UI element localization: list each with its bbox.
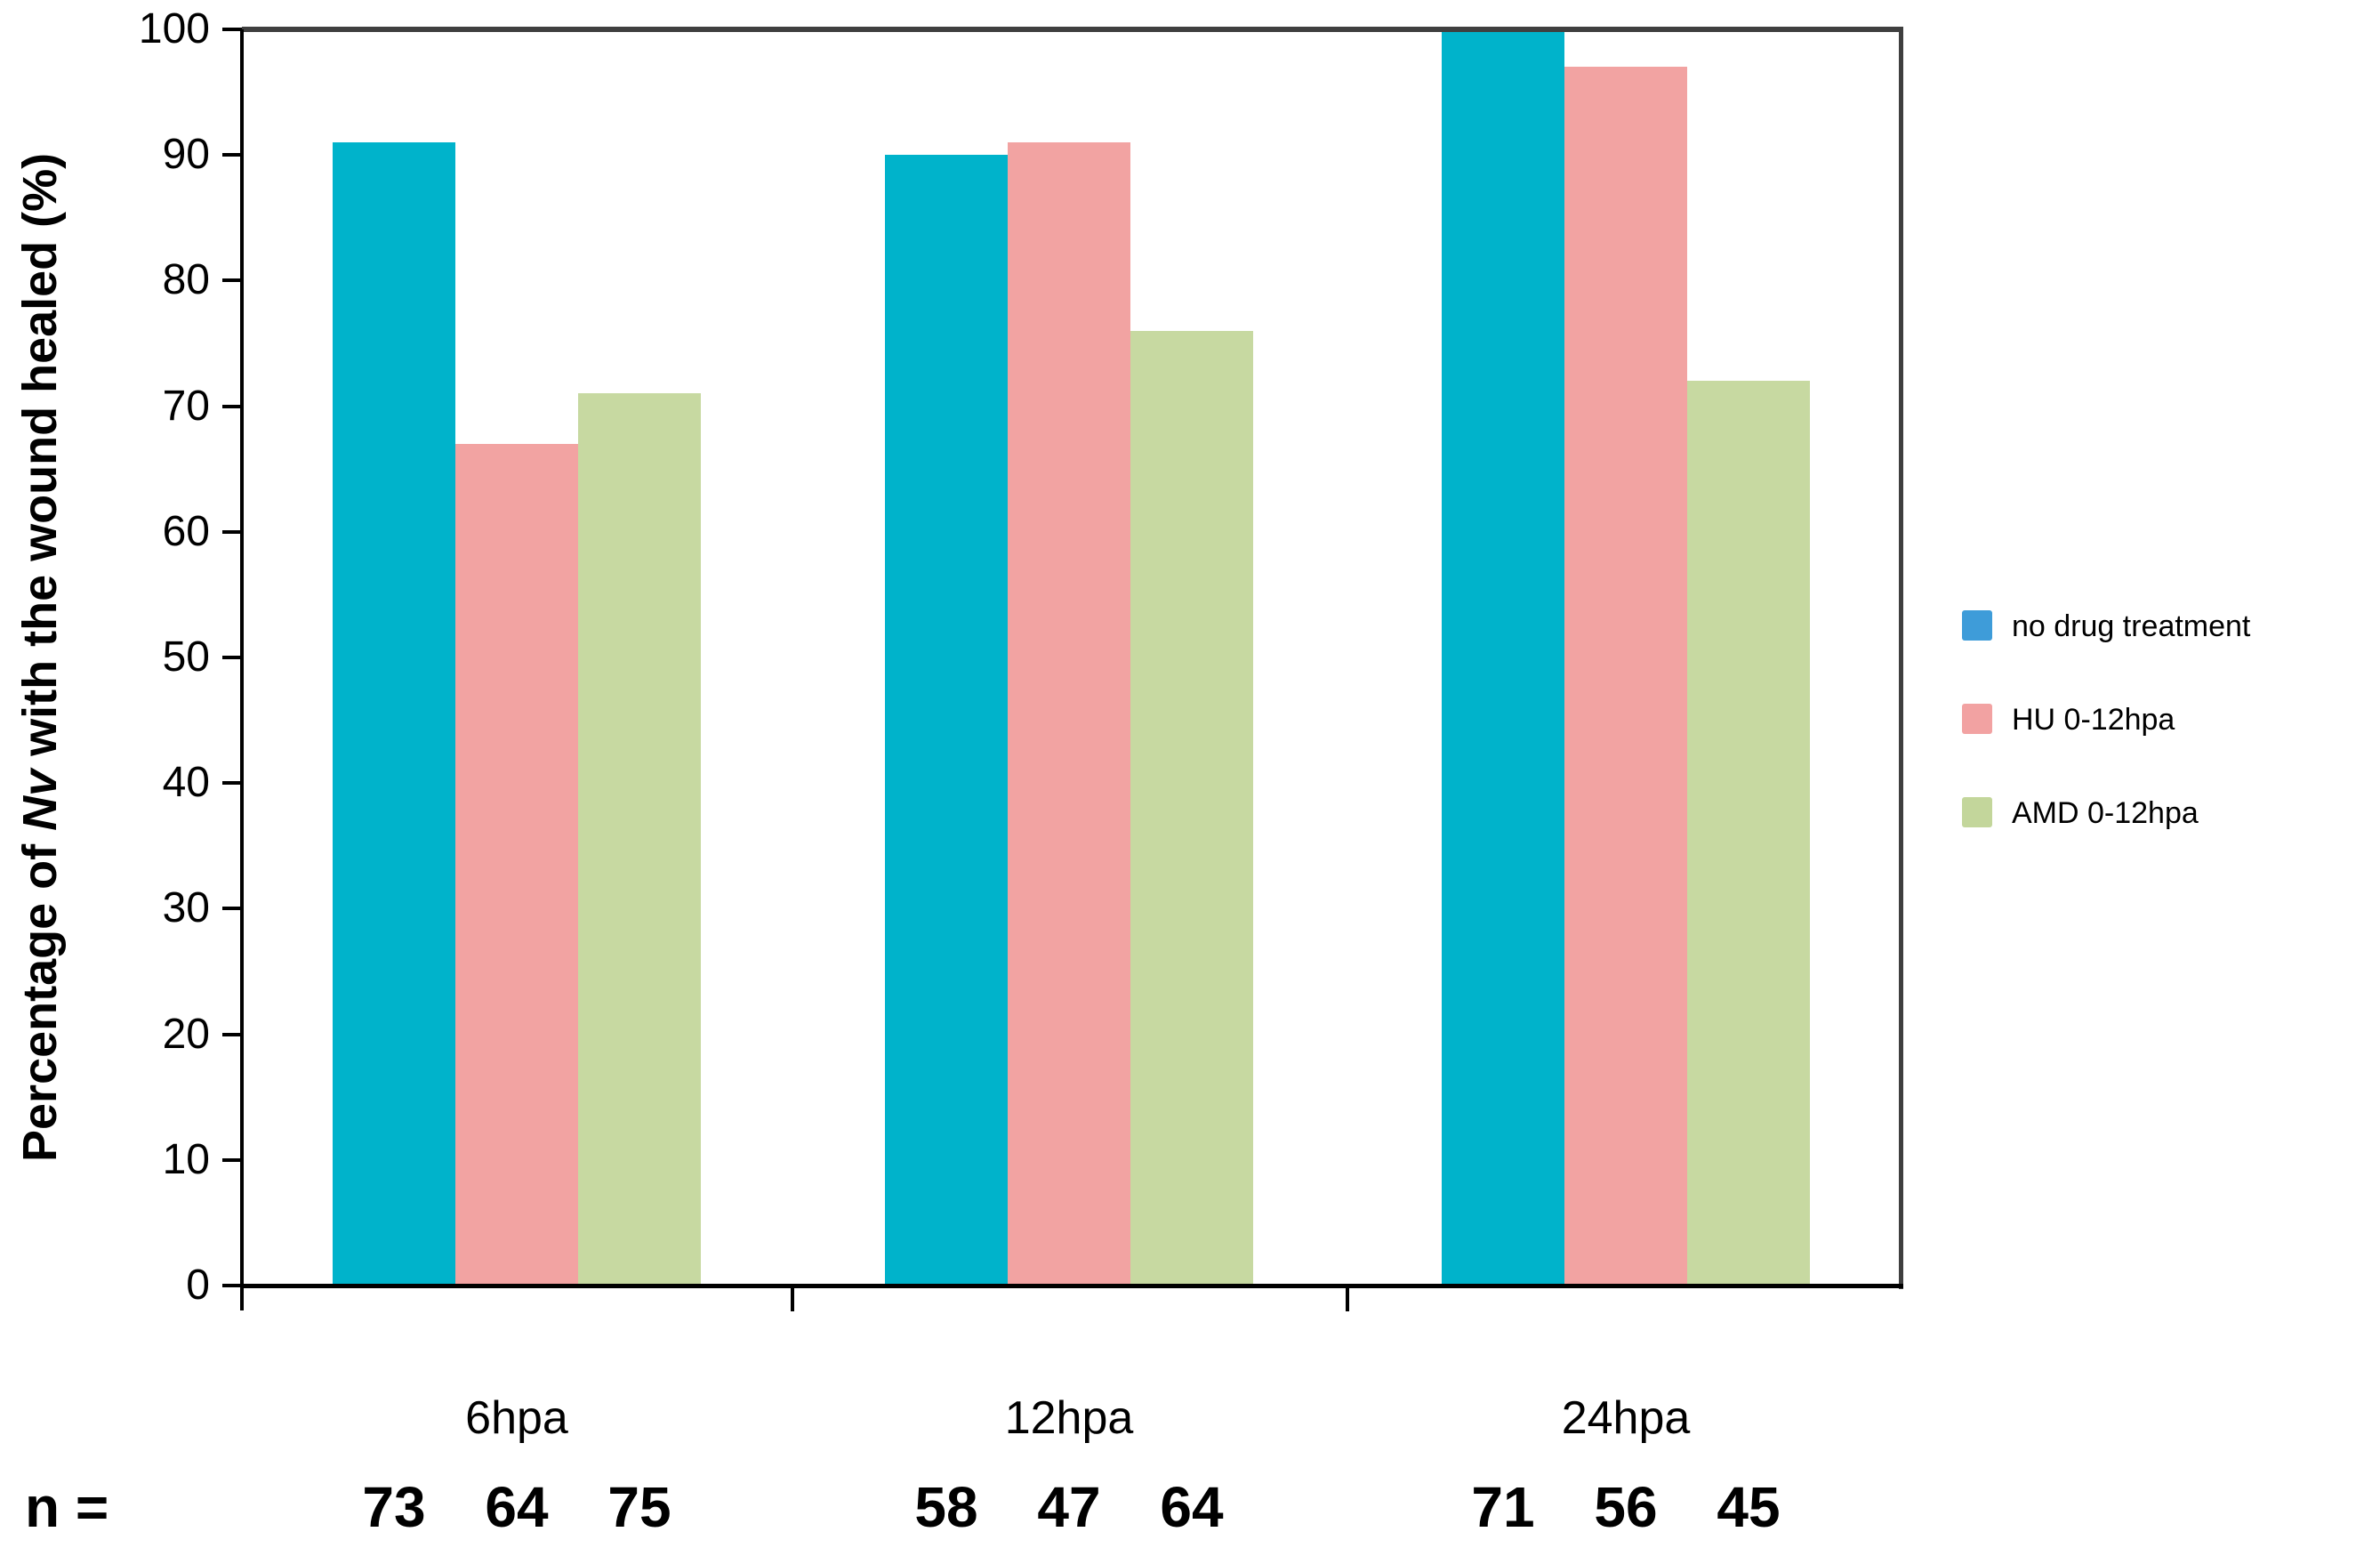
y-tick-label-60: 60 xyxy=(162,507,210,555)
n-value-12hpa-amd-0-12hpa: 64 xyxy=(1160,1475,1224,1539)
category-boundary-tick-1 xyxy=(791,1288,794,1311)
plot-frame-top xyxy=(242,27,1903,32)
bar-no-drug-treatment-12hpa xyxy=(885,155,1008,1286)
y-tick-label-30: 30 xyxy=(162,884,210,932)
y-tick-label-90: 90 xyxy=(162,131,210,179)
y-tick-label-100: 100 xyxy=(138,5,210,52)
y-tick-label-70: 70 xyxy=(162,382,210,430)
y-tick-label-80: 80 xyxy=(162,256,210,304)
bar-no-drug-treatment-6hpa xyxy=(333,142,455,1286)
n-value-24hpa-no-drug-treatment: 71 xyxy=(1471,1475,1535,1539)
y-tick-label-40: 40 xyxy=(162,759,210,807)
y-tick-label-0: 0 xyxy=(186,1262,210,1309)
bar-hu-0-12hpa-12hpa xyxy=(1008,142,1130,1286)
y-axis-line xyxy=(240,29,244,1310)
y-tick-label-50: 50 xyxy=(162,633,210,681)
y-tick-mark-80 xyxy=(222,278,242,283)
y-tick-mark-60 xyxy=(222,529,242,534)
n-equals-label: n = xyxy=(25,1475,109,1539)
n-value-6hpa-amd-0-12hpa: 75 xyxy=(607,1475,671,1539)
legend-label-hu-0-12hpa: HU 0-12hpa xyxy=(2012,703,2175,737)
n-value-6hpa-hu-0-12hpa: 64 xyxy=(485,1475,549,1539)
y-tick-mark-0 xyxy=(222,1284,242,1287)
legend-swatch-hu-0-12hpa xyxy=(1962,704,1992,734)
n-value-6hpa-no-drug-treatment: 73 xyxy=(362,1475,426,1539)
legend-label-amd-0-12hpa: AMD 0-12hpa xyxy=(2012,796,2199,830)
bar-amd-0-12hpa-6hpa xyxy=(578,393,701,1286)
x-axis-label-12hpa: 12hpa xyxy=(1004,1392,1134,1444)
x-axis-line xyxy=(240,1284,1903,1288)
y-axis-title-pre: Percentage of xyxy=(13,830,67,1163)
legend-swatch-no-drug-treatment xyxy=(1962,610,1992,641)
plot-frame-right xyxy=(1899,27,1903,1289)
bar-amd-0-12hpa-12hpa xyxy=(1130,330,1253,1286)
legend-swatch-amd-0-12hpa xyxy=(1962,797,1992,827)
bar-hu-0-12hpa-6hpa xyxy=(455,443,578,1286)
y-tick-mark-50 xyxy=(222,656,242,659)
x-axis-label-24hpa: 24hpa xyxy=(1561,1392,1691,1444)
y-tick-mark-10 xyxy=(222,1157,242,1162)
y-tick-mark-100 xyxy=(222,28,242,31)
n-value-12hpa-no-drug-treatment: 58 xyxy=(914,1475,978,1539)
legend-label-no-drug-treatment: no drug treatment xyxy=(2012,609,2251,643)
category-boundary-tick-2 xyxy=(1346,1288,1349,1311)
y-tick-mark-70 xyxy=(222,404,242,408)
y-tick-label-10: 10 xyxy=(162,1135,210,1183)
bar-no-drug-treatment-24hpa xyxy=(1442,29,1564,1286)
n-value-24hpa-amd-0-12hpa: 45 xyxy=(1717,1475,1781,1539)
n-value-12hpa-hu-0-12hpa: 47 xyxy=(1037,1475,1101,1539)
y-tick-mark-90 xyxy=(222,153,242,157)
bar-amd-0-12hpa-24hpa xyxy=(1687,381,1810,1286)
y-tick-mark-20 xyxy=(222,1032,242,1036)
x-axis-label-6hpa: 6hpa xyxy=(465,1392,568,1444)
bar-hu-0-12hpa-24hpa xyxy=(1564,67,1687,1286)
y-tick-mark-40 xyxy=(222,781,242,786)
n-value-24hpa-hu-0-12hpa: 56 xyxy=(1594,1475,1658,1539)
y-tick-label-20: 20 xyxy=(162,1010,210,1058)
y-tick-mark-30 xyxy=(222,907,242,911)
